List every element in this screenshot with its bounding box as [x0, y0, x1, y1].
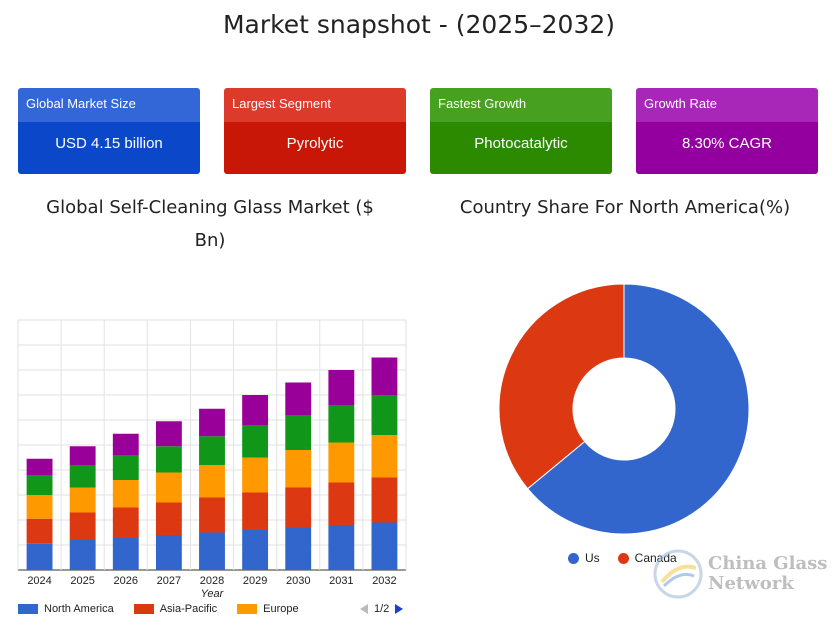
card-value: USD 4.15 billion [18, 122, 200, 174]
bar-2032-series-1[interactable] [371, 477, 398, 523]
watermark-line-1: China Glass [708, 553, 828, 574]
bar-2030-series-0[interactable] [285, 527, 312, 571]
bar-2030-series-3[interactable] [285, 415, 312, 450]
bar-2026-series-0[interactable] [112, 537, 139, 571]
globe-logo-icon [653, 549, 703, 599]
bar-2027-series-1[interactable] [155, 502, 182, 536]
x-tick-label: 2024 [27, 575, 51, 587]
bar-2029-series-4[interactable] [242, 395, 269, 425]
legend-label: Us [585, 551, 600, 565]
donut-slice-us[interactable] [526, 283, 750, 535]
bar-chart: 2024 2025 2026 2027 2028 2029 2030 2031 2032 Year [17, 319, 407, 600]
bar-2032-series-3[interactable] [371, 395, 398, 435]
bar-2030-series-1[interactable] [285, 487, 312, 528]
bar-2024-series-1[interactable] [26, 518, 53, 544]
bar-2027-series-2[interactable] [155, 472, 182, 503]
legend-item-us[interactable]: Us [568, 551, 600, 565]
bar-2025-series-3[interactable] [69, 465, 96, 488]
watermark: China Glass Network [652, 548, 827, 600]
card-label: Growth Rate [636, 88, 818, 122]
donut-chart-title: Country Share For North America(%) [459, 197, 791, 218]
bar-2026-series-1[interactable] [112, 507, 139, 538]
x-tick-label: 2028 [200, 575, 224, 587]
bar-2031-series-1[interactable] [328, 482, 355, 526]
card-value: Pyrolytic [224, 122, 406, 174]
bar-2031-series-4[interactable] [328, 370, 355, 405]
legend-dot [568, 552, 579, 564]
bar-2028-series-2[interactable] [199, 465, 225, 498]
legend-swatch [18, 604, 38, 614]
bar-2032-series-4[interactable] [371, 357, 398, 396]
bar-chart-title: Global Self-Cleaning Glass Market ($ Bn) [46, 197, 374, 251]
bar-2029-series-1[interactable] [242, 492, 269, 531]
bar-2027-series-3[interactable] [155, 446, 182, 473]
card-value: Photocatalytic [430, 122, 612, 174]
page-title: Market snapshot - (2025–2032) [222, 10, 616, 39]
bar-2029-series-0[interactable] [242, 530, 269, 570]
bar-2030-series-4[interactable] [285, 382, 312, 416]
card-value: 8.30% CAGR [636, 122, 818, 174]
bar-2027-series-0[interactable] [155, 535, 182, 570]
card-label: Fastest Growth [430, 88, 612, 122]
bar-2031-series-2[interactable] [328, 442, 355, 483]
bar-2025-series-4[interactable] [69, 446, 96, 465]
bar-2031-series-3[interactable] [328, 405, 355, 443]
bar-2025-series-0[interactable] [69, 540, 96, 570]
bar-2028-series-4[interactable] [199, 408, 225, 437]
x-tick-label: 2025 [70, 575, 94, 587]
legend-label: Europe [263, 603, 299, 615]
card-label: Largest Segment [224, 88, 406, 122]
x-tick-label: 2026 [114, 575, 138, 587]
bar-2028-series-0[interactable] [199, 532, 225, 571]
card-growth-rate: Growth Rate 8.30% CAGR [636, 88, 818, 174]
pager-text: 1/2 [374, 603, 390, 615]
legend-item-asia-pacific[interactable]: Asia-Pacific [133, 603, 218, 615]
bar-2025-series-1[interactable] [69, 512, 96, 541]
bar-2025-series-2[interactable] [69, 487, 96, 513]
x-tick-label: 2032 [372, 575, 396, 587]
prev-page-icon[interactable] [360, 604, 368, 614]
bar-2028-series-3[interactable] [199, 436, 225, 465]
legend-dot [617, 552, 629, 564]
legend-pager: 1/2 [360, 603, 404, 615]
bar-2032-series-0[interactable] [371, 522, 398, 571]
x-tick-label: 2031 [329, 575, 353, 587]
watermark-line-2: Network [708, 573, 794, 594]
bar-2029-series-3[interactable] [242, 425, 269, 458]
legend-item-north-america[interactable]: North America [18, 603, 114, 615]
bar-2024-series-4[interactable] [26, 458, 53, 475]
next-page-icon[interactable] [395, 604, 404, 614]
bar-2031-series-0[interactable] [328, 525, 355, 570]
donut-slice-canada[interactable] [498, 283, 625, 490]
bar-2027-series-4[interactable] [155, 421, 182, 447]
bar-2032-series-2[interactable] [371, 435, 398, 478]
bar-2024-series-2[interactable] [26, 495, 53, 519]
bar-legend: North America Asia-Pacific Europe [18, 603, 299, 615]
donut-chart [498, 283, 750, 535]
bar-2026-series-3[interactable] [112, 455, 139, 480]
x-axis-label: Year [201, 588, 225, 600]
legend-label: North America [44, 603, 114, 615]
legend-label: Asia-Pacific [159, 603, 218, 615]
bar-2026-series-2[interactable] [112, 480, 139, 508]
x-tick-label: 2030 [286, 575, 310, 587]
bar-2030-series-2[interactable] [285, 450, 312, 488]
legend-swatch [133, 604, 154, 614]
card-largest-segment: Largest Segment Pyrolytic [224, 88, 406, 174]
card-global-market-size: Global Market Size USD 4.15 billion [18, 88, 200, 174]
bar-2029-series-2[interactable] [242, 457, 269, 493]
bar-2024-series-0[interactable] [26, 543, 53, 570]
legend-item-europe[interactable]: Europe [237, 603, 299, 615]
bar-2028-series-1[interactable] [199, 497, 225, 533]
legend-swatch [237, 604, 258, 614]
x-tick-label: 2027 [157, 575, 181, 587]
card-fastest-growth: Fastest Growth Photocatalytic [430, 88, 612, 174]
bar-2026-series-4[interactable] [112, 433, 139, 455]
card-label: Global Market Size [18, 88, 200, 122]
bar-2024-series-3[interactable] [26, 475, 53, 495]
x-tick-label: 2029 [243, 575, 267, 587]
